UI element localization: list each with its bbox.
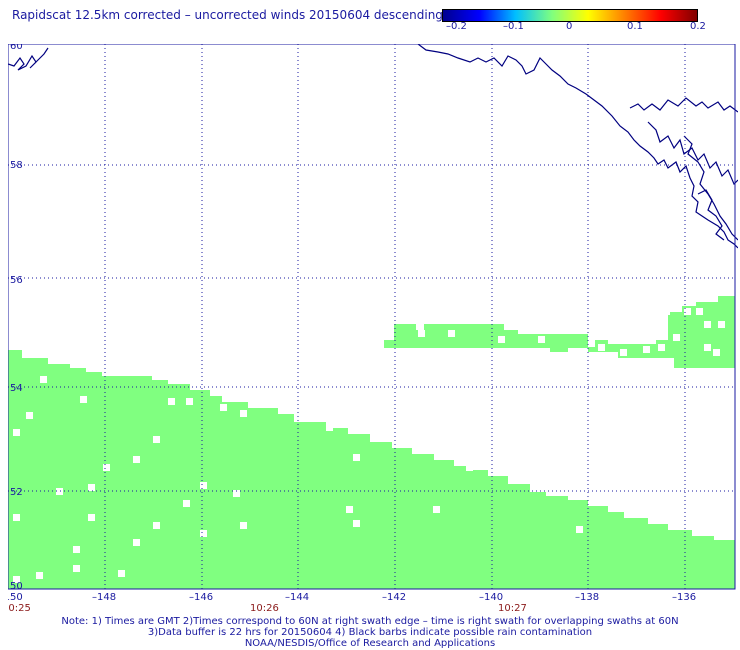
coastline (8, 44, 738, 249)
alaska-islands (629, 97, 738, 113)
lat-label-52: 52 (10, 487, 23, 498)
alaska-coast-main (417, 44, 738, 249)
time-label-1026: 10:26 (250, 603, 279, 614)
note-line-2: 3)Data buffer is 22 hrs for 20150604 4) … (147, 627, 593, 638)
colorbar-label-neg: –0.1 (503, 21, 524, 32)
colorbar-label-max: 0.2 (690, 21, 706, 32)
swath-layer (8, 296, 735, 589)
graticule (8, 44, 735, 589)
lon-label-146: –146 (189, 592, 213, 603)
swath-voids (13, 308, 725, 583)
time-label-1027: 10:27 (498, 603, 527, 614)
alaska-coast-nw (8, 47, 49, 71)
colorbar-label-min: –0.2 (446, 21, 467, 32)
lon-label-138: –138 (575, 592, 599, 603)
colorbar (442, 9, 698, 22)
wind-difference-map: 60 58 56 54 52 50 -150 –148 –146 –144 –1… (8, 44, 738, 614)
lon-label-148: –148 (92, 592, 116, 603)
map-title: Rapidscat 12.5km corrected – uncorrected… (12, 8, 443, 22)
island-chunk (697, 189, 725, 241)
lat-label-58: 58 (10, 160, 23, 171)
swath-main (8, 350, 735, 589)
lon-label-140: –140 (479, 592, 503, 603)
panhandle-islands (683, 135, 738, 241)
colorbar-label-pos: 0.1 (627, 21, 643, 32)
lat-label-50: 50 (10, 581, 23, 592)
colorbar-label-zero: 0 (566, 21, 573, 32)
lon-label-142: –142 (382, 592, 406, 603)
lat-label-54: 54 (10, 383, 23, 394)
lon-label-144: –144 (285, 592, 309, 603)
lat-label-60: 60 (10, 44, 23, 52)
panhandle-inlets (647, 121, 738, 186)
time-label-1025: 10:25 (8, 603, 31, 614)
note-line-1: Note: 1) Times are GMT 2)Times correspon… (61, 616, 679, 627)
map-frame (8, 44, 736, 590)
lon-label-136: –136 (672, 592, 696, 603)
note-line-3: NOAA/NESDIS/Office of Research and Appli… (244, 638, 496, 649)
lat-label-56: 56 (10, 275, 23, 286)
swath-upper-band (384, 296, 735, 368)
lon-label-corner: -150 (8, 592, 23, 603)
